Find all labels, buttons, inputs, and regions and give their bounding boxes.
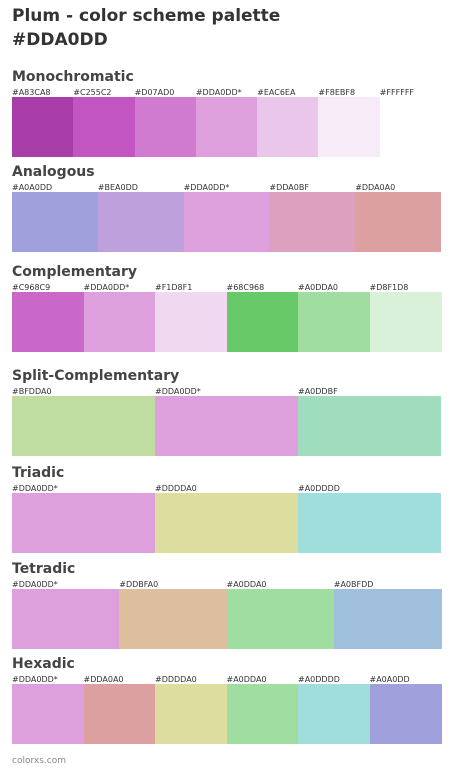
- color-swatch: [298, 493, 441, 553]
- swatch-label: #C968C9: [12, 283, 51, 292]
- swatch-label: #D8F1D8: [369, 283, 409, 292]
- swatch-label: #A0BFDD: [333, 580, 374, 589]
- color-swatch: [226, 292, 299, 352]
- swatch-label: #DDA0A0: [83, 675, 124, 684]
- section-heading: Hexadic: [12, 656, 75, 672]
- color-swatch: [257, 97, 320, 157]
- color-swatch: [298, 292, 370, 352]
- color-swatch: [318, 97, 381, 157]
- swatch-label: #A0DDDD: [298, 484, 340, 493]
- color-swatch: [134, 97, 197, 157]
- section-heading: Tetradic: [12, 561, 76, 577]
- swatch-label: #A0DDA0: [298, 283, 339, 292]
- swatch-label: #A0DDBF: [298, 387, 338, 396]
- swatch-label: #C255C2: [73, 88, 112, 97]
- swatch-label: #DDA0DD*: [83, 283, 130, 292]
- section-heading: Complementary: [12, 264, 138, 280]
- swatch-label: #A0DDA0: [226, 675, 267, 684]
- swatch-label: #DDA0DD*: [12, 675, 58, 684]
- page-subtitle: #DDA0DD: [12, 30, 108, 50]
- color-swatch: [369, 684, 442, 744]
- color-swatch: [12, 493, 155, 553]
- swatch-label: #FFFFFF: [379, 88, 415, 97]
- swatch-label: #F8EBF8: [318, 88, 356, 97]
- swatch-label: #DDA0DD*: [183, 183, 230, 192]
- color-swatch: [298, 396, 441, 456]
- color-swatch: [97, 192, 184, 252]
- swatch-label: #DDA0DD*: [12, 580, 58, 589]
- swatch-label: #DDDDA0: [155, 675, 197, 684]
- color-swatch: [298, 684, 370, 744]
- swatch-label: #A0DDDD: [298, 675, 340, 684]
- color-swatch: [226, 684, 299, 744]
- color-swatch: [333, 589, 442, 649]
- color-swatch: [269, 192, 356, 252]
- color-swatch: [155, 684, 227, 744]
- section-heading: Split-Complementary: [12, 368, 180, 384]
- color-swatch: [369, 292, 442, 352]
- color-swatch: [12, 97, 74, 157]
- color-swatch: [12, 192, 98, 252]
- swatch-label: #DDA0DD*: [155, 387, 201, 396]
- swatch-label: #DDA0DD*: [195, 88, 242, 97]
- color-swatch: [83, 684, 156, 744]
- page-title: Plum - color scheme palette: [12, 6, 281, 26]
- swatch-label: #DDA0A0: [355, 183, 396, 192]
- swatch-label: #A0DDA0: [226, 580, 267, 589]
- section-heading: Monochromatic: [12, 69, 134, 85]
- color-swatch: [83, 292, 156, 352]
- color-swatch: [73, 97, 136, 157]
- color-swatch: [12, 684, 84, 744]
- swatch-label: #DDA0BF: [269, 183, 309, 192]
- color-swatch: [12, 396, 155, 456]
- color-swatch: [183, 192, 270, 252]
- color-swatch: [155, 493, 298, 553]
- swatch-label: #A0A0DD: [369, 675, 410, 684]
- swatch-label: #EAC6EA: [257, 88, 296, 97]
- swatch-label: #A0A0DD: [12, 183, 53, 192]
- swatch-label: #DDDDA0: [155, 484, 197, 493]
- color-swatch: [195, 97, 258, 157]
- swatch-label: #DDBFA0: [119, 580, 159, 589]
- swatch-label: #BEA0DD: [97, 183, 138, 192]
- color-swatch: [226, 589, 335, 649]
- swatch-label: #BFDDA0: [12, 387, 52, 396]
- color-swatch: [355, 192, 442, 252]
- color-swatch: [119, 589, 228, 649]
- color-swatch: [379, 97, 442, 157]
- swatch-label: #F1D8F1: [155, 283, 193, 292]
- section-heading: Analogous: [12, 164, 95, 180]
- swatch-label: #D07AD0: [134, 88, 175, 97]
- color-swatch: [155, 292, 227, 352]
- swatch-label: #A83CA8: [12, 88, 51, 97]
- section-heading: Triadic: [12, 465, 65, 481]
- color-swatch: [12, 589, 120, 649]
- color-swatch: [12, 292, 84, 352]
- swatch-label: #68C968: [226, 283, 265, 292]
- color-swatch: [155, 396, 298, 456]
- footer: colorxs.com: [12, 756, 67, 766]
- swatch-label: #DDA0DD*: [12, 484, 58, 493]
